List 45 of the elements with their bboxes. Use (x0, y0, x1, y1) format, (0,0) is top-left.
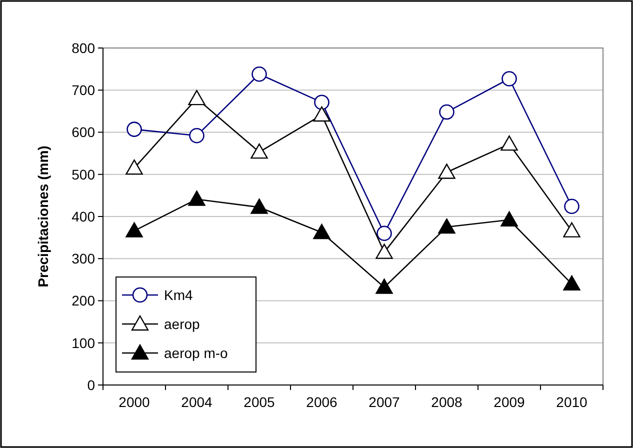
y-axis-title: Precipitaciones (mm) (35, 146, 51, 288)
point (313, 106, 330, 122)
point (188, 190, 206, 206)
point (500, 135, 518, 151)
point (502, 71, 517, 86)
point (314, 94, 330, 110)
legend-label: aerop (164, 316, 200, 332)
point (189, 128, 204, 144)
point (126, 122, 142, 137)
point (250, 198, 268, 214)
point (313, 224, 330, 240)
point (376, 226, 392, 241)
y-tick-label: 700 (72, 82, 96, 98)
x-tick-label: 2009 (494, 394, 526, 410)
point (188, 90, 206, 106)
point (500, 211, 518, 226)
y-tick-label: 200 (72, 292, 96, 309)
y-tick-label: 500 (72, 166, 96, 182)
point (126, 159, 143, 175)
point (563, 222, 580, 238)
point (438, 218, 456, 234)
x-tick-label: 2007 (368, 394, 400, 410)
y-tick-label: 100 (72, 334, 96, 351)
point (376, 278, 393, 294)
y-tick-label: 300 (72, 250, 96, 267)
x-tick-label: 2000 (118, 394, 150, 410)
point (438, 164, 456, 179)
y-tick-label: 800 (72, 40, 96, 56)
y-tick-label: 400 (72, 208, 96, 224)
point (564, 198, 580, 214)
x-tick-label: 2006 (306, 394, 338, 410)
y-tick-label: 0 (87, 376, 96, 393)
point (563, 275, 580, 290)
x-tick-label: 2008 (431, 394, 463, 410)
point (250, 143, 268, 159)
y-tick-label: 600 (72, 124, 96, 140)
x-tick-label: 2010 (556, 394, 588, 410)
point (126, 222, 143, 238)
x-tick-label: 2004 (181, 394, 213, 410)
point (252, 66, 267, 82)
point (439, 104, 454, 120)
legend-label: aerop m-o (164, 344, 228, 361)
point (376, 244, 393, 259)
x-tick-label: 2005 (244, 394, 276, 410)
legend-label: Km4 (164, 286, 193, 303)
